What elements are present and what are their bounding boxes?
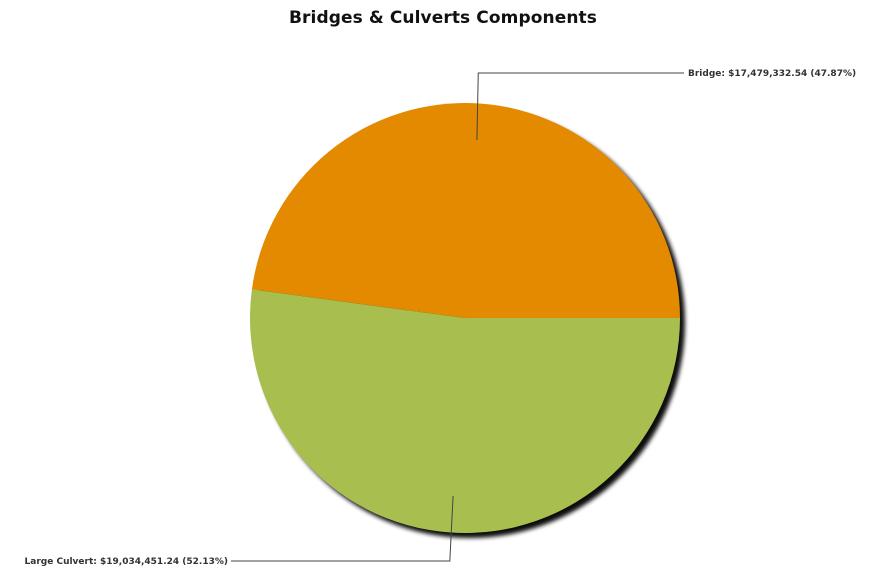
pie-slice-bridge[interactable]	[251, 102, 681, 319]
leader-line	[476, 72, 684, 140]
slice-label-large-culvert: Large Culvert: $19,034,451.24 (52.13%)	[25, 557, 228, 567]
slice-label-bridge: Bridge: $17,479,332.54 (47.87%)	[688, 69, 856, 79]
pie-slice-large-culvert[interactable]	[250, 289, 680, 533]
chart-title: Bridges & Culverts Components	[289, 8, 597, 28]
leader-line	[231, 496, 454, 562]
